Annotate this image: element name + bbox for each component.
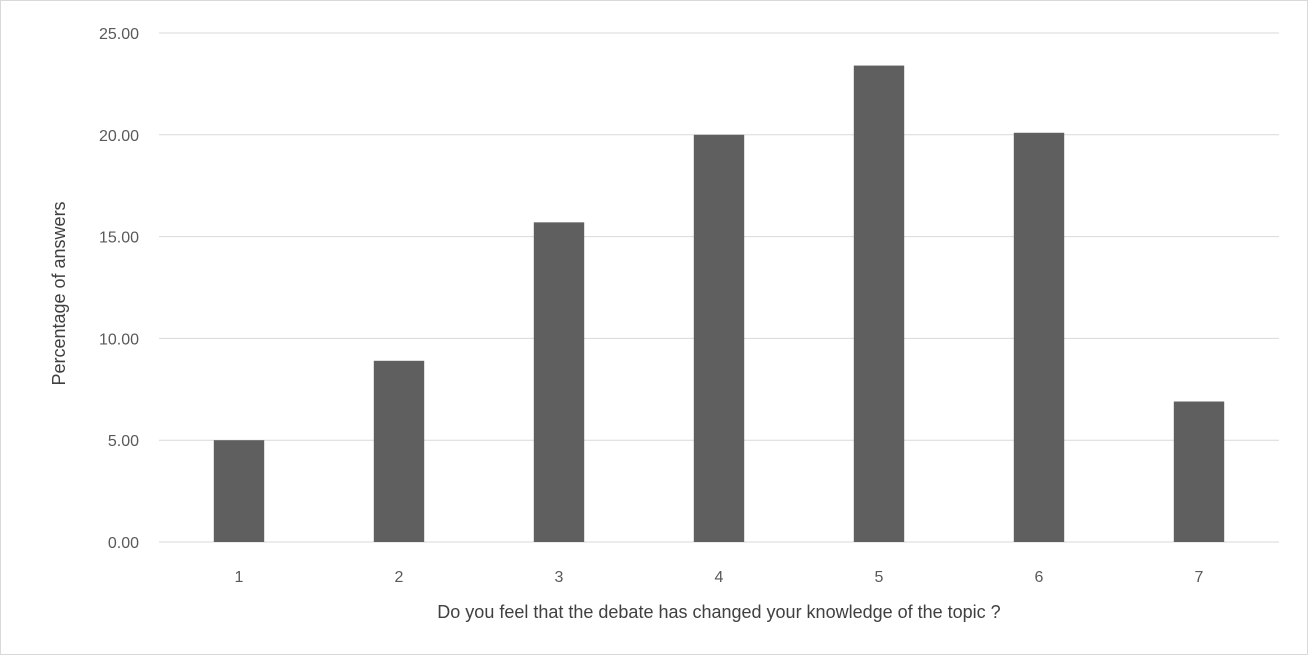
- y-tick-label: 0.00: [108, 535, 139, 552]
- y-tick-label: 25.00: [99, 26, 139, 43]
- x-axis-title: Do you feel that the debate has changed …: [437, 602, 1000, 622]
- bar-2: [373, 360, 425, 542]
- x-tick-label: 3: [555, 569, 564, 586]
- y-tick-label: 20.00: [99, 128, 139, 145]
- bar-3: [533, 222, 585, 542]
- bar-6: [1013, 132, 1065, 543]
- x-tick-label: 1: [235, 569, 244, 586]
- y-tick-label: 5.00: [108, 433, 139, 450]
- x-tick-label: 6: [1035, 569, 1044, 586]
- x-tick-label: 7: [1195, 569, 1204, 586]
- y-tick-labels: 0.00 5.00 10.00 15.00 20.00 25.00: [99, 26, 139, 552]
- x-tick-label: 5: [875, 569, 884, 586]
- y-tick-label: 10.00: [99, 331, 139, 348]
- x-tick-label: 4: [715, 569, 724, 586]
- bar-4: [693, 134, 745, 543]
- y-axis-title: Percentage of answers: [49, 201, 69, 385]
- x-tick-labels: 1 2 3 4 5 6 7: [235, 569, 1204, 586]
- bars: [213, 65, 1225, 543]
- bar-1: [213, 440, 265, 542]
- x-tick-label: 2: [395, 569, 404, 586]
- bar-5: [853, 65, 905, 543]
- bar-7: [1173, 401, 1225, 542]
- y-tick-label: 15.00: [99, 230, 139, 247]
